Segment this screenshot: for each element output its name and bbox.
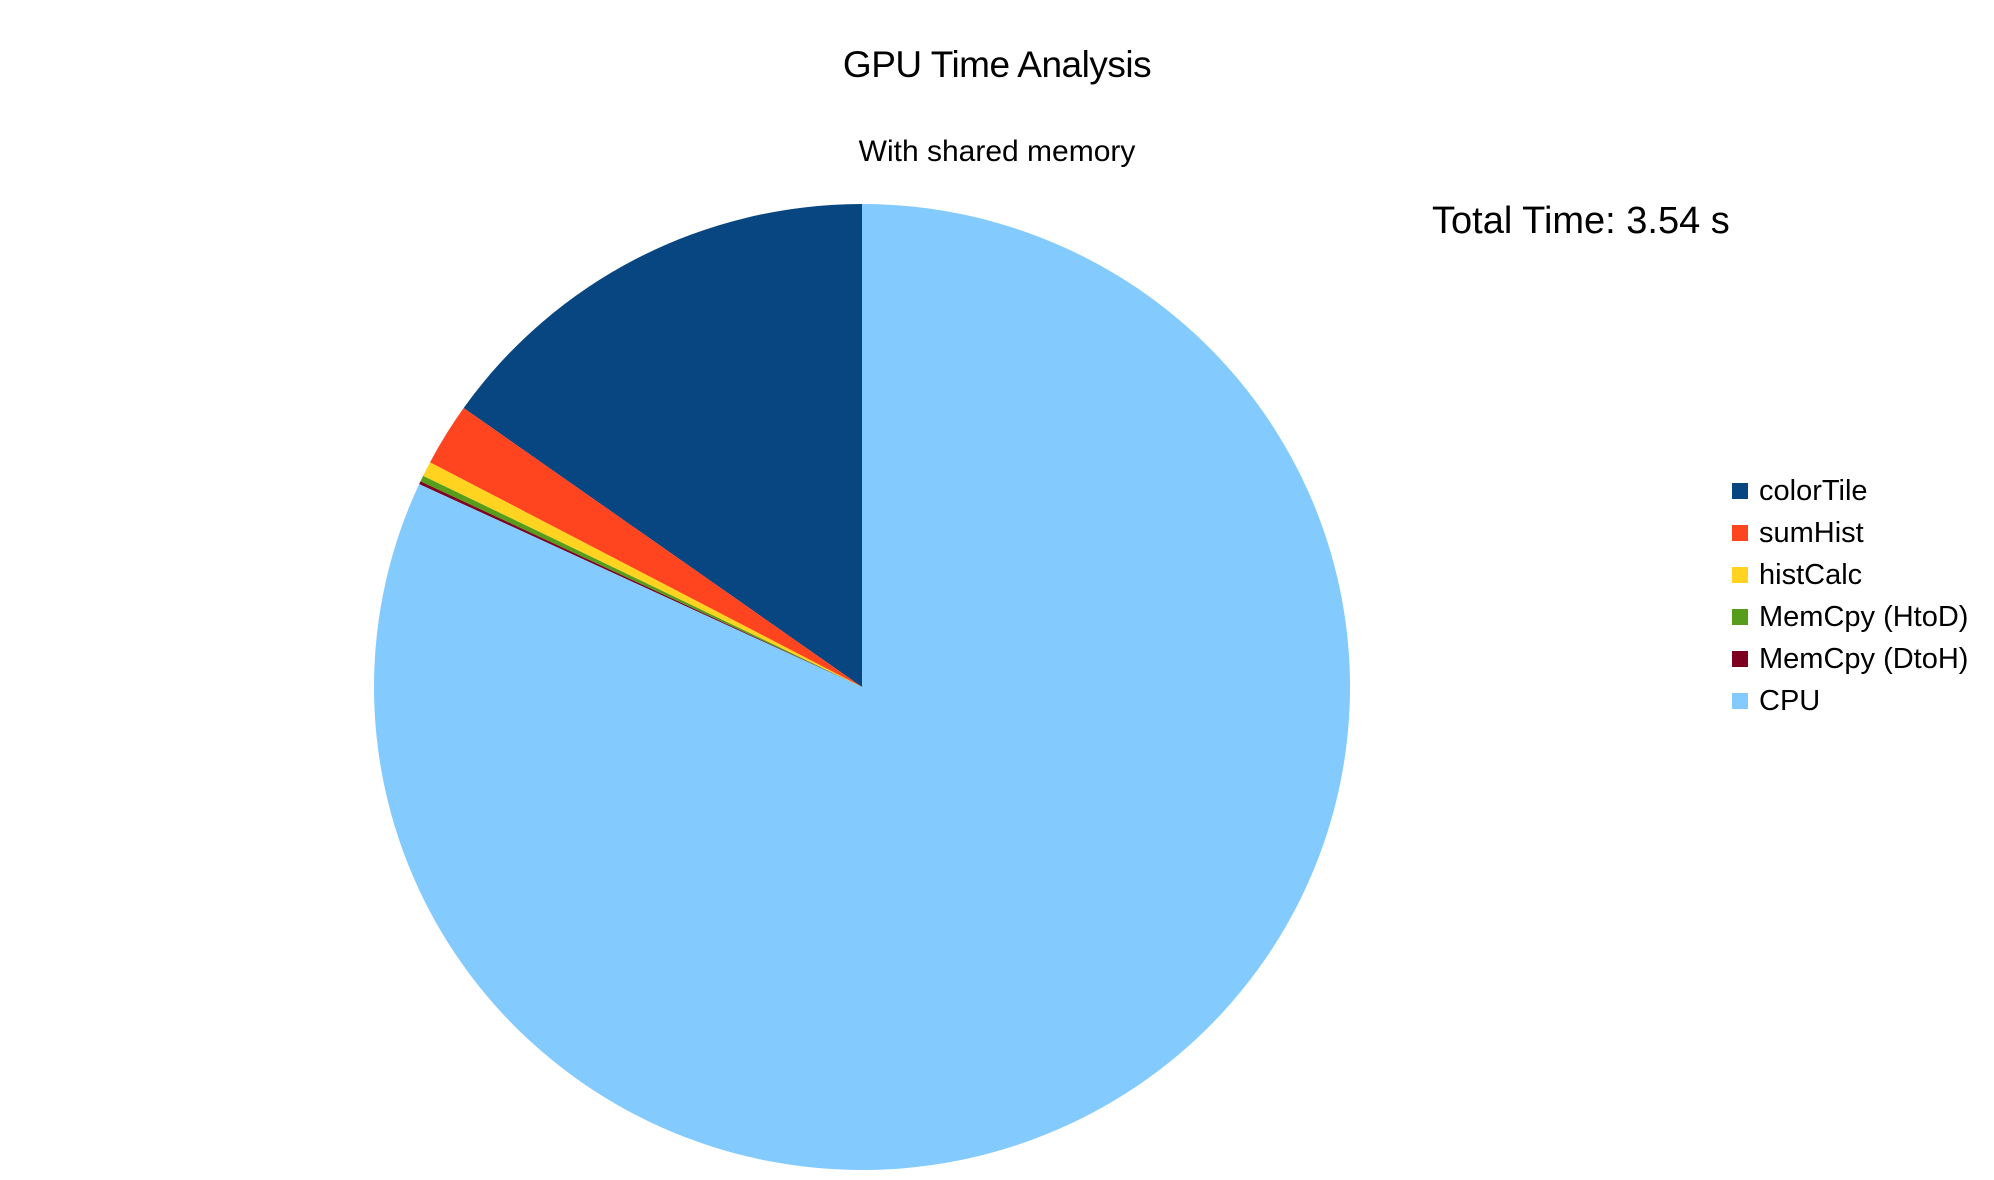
pie-slice-histcalc bbox=[423, 462, 862, 687]
legend-label: MemCpy (HtoD) bbox=[1759, 600, 1969, 633]
legend-label: sumHist bbox=[1759, 516, 1864, 549]
legend-item-memcpy-htod: MemCpy (HtoD) bbox=[1732, 596, 1968, 638]
legend-item-sumhist: sumHist bbox=[1732, 512, 1968, 554]
legend-swatch bbox=[1732, 609, 1748, 625]
pie-slice-cpu bbox=[374, 204, 1351, 1170]
legend-item-memcpy-dtoh: MemCpy (DtoH) bbox=[1732, 638, 1968, 680]
chart-subtitle: With shared memory bbox=[858, 135, 1136, 168]
legend-label: MemCpy (DtoH) bbox=[1759, 642, 1969, 675]
pie-slice-memcpy-dtoh bbox=[419, 481, 862, 687]
legend-swatch bbox=[1732, 651, 1748, 667]
legend-item-histcalc: histCalc bbox=[1732, 554, 1968, 596]
total-time-annotation: Total Time: 3.54 s bbox=[1432, 200, 1730, 242]
legend-swatch bbox=[1732, 483, 1748, 499]
legend-swatch bbox=[1732, 567, 1748, 583]
legend-swatch bbox=[1732, 693, 1748, 709]
legend-label: colorTile bbox=[1759, 474, 1868, 507]
legend: colorTile sumHist histCalc MemCpy (HtoD)… bbox=[1732, 470, 1968, 722]
legend-swatch bbox=[1732, 525, 1748, 541]
pie-slice-colortile bbox=[463, 204, 862, 687]
legend-label: histCalc bbox=[1759, 558, 1863, 591]
legend-label: CPU bbox=[1759, 684, 1821, 717]
legend-item-colortile: colorTile bbox=[1732, 470, 1968, 512]
legend-item-cpu: CPU bbox=[1732, 680, 1968, 722]
pie-slice-sumhist bbox=[430, 408, 862, 687]
pie-slice-memcpy-htod bbox=[420, 475, 862, 687]
chart-title: GPU Time Analysis bbox=[842, 44, 1152, 85]
